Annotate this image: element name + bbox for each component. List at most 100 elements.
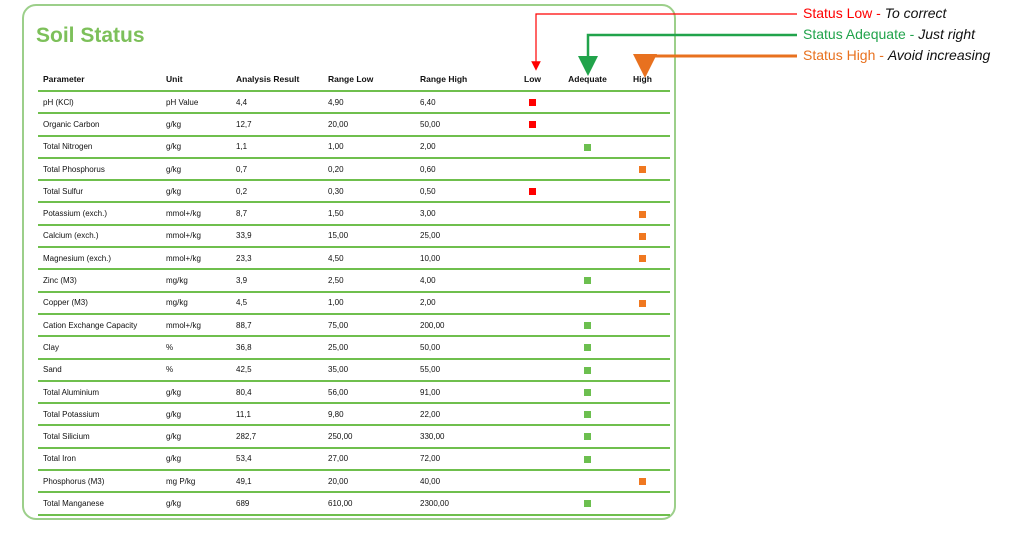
cell-range-high: 91,00	[415, 380, 505, 405]
cell-range-low: 15,00	[323, 224, 415, 249]
legend-adequate-note: Just right	[918, 26, 976, 42]
cell-range-high: 200,00	[415, 313, 505, 338]
table-row: Cation Exchange Capacity mmol+/kg 88,7 75,0…	[38, 313, 670, 338]
cell-range-high: 40,00	[415, 470, 505, 494]
legend-adequate-separator: -	[905, 26, 919, 42]
status-adequate-marker	[584, 366, 591, 374]
status-adequate-marker	[584, 388, 591, 396]
cell-parameter: Potassium (exch.)	[38, 202, 161, 226]
legend-status-high: Status High - Avoid increasing	[803, 47, 990, 63]
cell-range-high: 55,00	[415, 358, 505, 382]
cell-status-adequate	[560, 180, 615, 204]
cell-range-low: 1,00	[323, 135, 415, 159]
cell-status-adequate	[560, 380, 615, 405]
legend-high-label: Status High	[803, 47, 876, 63]
page-title: Soil Status	[36, 24, 145, 47]
status-adequate-marker	[584, 411, 591, 419]
table-row: Sand% 42,5 35,00 55,00	[38, 358, 670, 382]
cell-status-low	[505, 157, 560, 182]
cell-status-high	[615, 358, 670, 382]
table-row: Total Iron g/kg 53,4 27,00 72,00	[38, 447, 670, 472]
cell-parameter: Sand	[38, 358, 161, 382]
cell-analysis-result: 12,7	[231, 113, 323, 137]
cell-unit: mmol+/kg	[161, 247, 231, 271]
cell-range-low: 250,00	[323, 425, 415, 449]
cell-analysis-result: 23,3	[231, 247, 323, 271]
cell-status-high	[615, 180, 670, 204]
cell-range-high: 25,00	[415, 224, 505, 249]
legend-high-separator: -	[875, 47, 888, 63]
status-low-marker	[529, 99, 536, 107]
cell-range-low: 35,00	[323, 358, 415, 382]
cell-status-high	[615, 313, 670, 338]
cell-analysis-result: 80,4	[231, 380, 323, 405]
col-header-analysis-result: Analysis Result	[231, 68, 323, 92]
col-header-unit: Unit	[161, 68, 231, 92]
cell-status-adequate	[560, 425, 615, 449]
table-row: Total Silicium g/kg 282,7 250,00 330,00	[38, 425, 670, 449]
cell-range-low: 20,00	[323, 113, 415, 137]
cell-range-high: 2,00	[415, 135, 505, 159]
cell-analysis-result: 88,7	[231, 313, 323, 338]
cell-range-high: 10,00	[415, 247, 505, 271]
cell-status-high	[615, 425, 670, 449]
cell-unit: mmol+/kg	[161, 224, 231, 249]
cell-range-low: 1,50	[323, 202, 415, 226]
cell-unit: pH Value	[161, 91, 231, 115]
cell-status-high	[615, 157, 670, 182]
cell-analysis-result: 282,7	[231, 425, 323, 449]
cell-range-low: 610,00	[323, 492, 415, 516]
cell-status-high	[615, 269, 670, 293]
cell-analysis-result: 11,1	[231, 403, 323, 427]
cell-parameter: Copper (M3)	[38, 291, 161, 315]
table-row: Organic Carbon g/kg 12,7 20,00 50,00	[38, 113, 670, 137]
cell-range-high: 2300,00	[415, 492, 505, 516]
cell-range-high: 2,00	[415, 291, 505, 315]
status-adequate-marker	[584, 277, 591, 285]
cell-range-low: 25,00	[323, 336, 415, 360]
cell-status-high	[615, 380, 670, 405]
cell-analysis-result: 8,7	[231, 202, 323, 226]
status-adequate-marker	[584, 500, 591, 508]
cell-analysis-result: 4,4	[231, 91, 323, 115]
cell-analysis-result: 1,1	[231, 135, 323, 159]
cell-status-high	[615, 336, 670, 360]
cell-status-low	[505, 180, 560, 204]
legend-low-separator: -	[872, 5, 885, 21]
cell-analysis-result: 689	[231, 492, 323, 516]
status-high-marker	[639, 478, 646, 486]
cell-parameter: Total Silicium	[38, 425, 161, 449]
cell-range-low: 1,00	[323, 291, 415, 315]
cell-status-adequate	[560, 313, 615, 338]
cell-status-adequate	[560, 202, 615, 226]
cell-range-low: 4,90	[323, 91, 415, 115]
cell-status-adequate	[560, 224, 615, 249]
cell-range-high: 4,00	[415, 269, 505, 293]
cell-analysis-result: 0,2	[231, 180, 323, 204]
cell-parameter: Total Potassium	[38, 403, 161, 427]
cell-status-high	[615, 135, 670, 159]
table-row: Total Potassium g/kg 11,1 9,80 22,00	[38, 403, 670, 427]
legend-low-label: Status Low	[803, 5, 873, 21]
legend-low-note: To correct	[884, 5, 947, 21]
cell-status-high	[615, 291, 670, 315]
cell-status-high	[615, 247, 670, 271]
cell-parameter: Magnesium (exch.)	[38, 247, 161, 271]
cell-unit: %	[161, 336, 231, 360]
cell-status-high	[615, 447, 670, 472]
cell-range-low: 56,00	[323, 380, 415, 405]
cell-status-adequate	[560, 447, 615, 472]
cell-unit: g/kg	[161, 425, 231, 449]
cell-status-low	[505, 269, 560, 293]
cell-status-low	[505, 380, 560, 405]
cell-status-low	[505, 336, 560, 360]
cell-range-high: 0,60	[415, 157, 505, 182]
status-adequate-marker	[584, 455, 591, 463]
cell-status-low	[505, 247, 560, 271]
cell-range-high: 330,00	[415, 425, 505, 449]
cell-range-low: 4,50	[323, 247, 415, 271]
cell-status-adequate	[560, 91, 615, 115]
status-high-marker	[639, 165, 646, 173]
cell-unit: g/kg	[161, 447, 231, 472]
table-row: Clay% 36,8 25,00 50,00	[38, 336, 670, 360]
